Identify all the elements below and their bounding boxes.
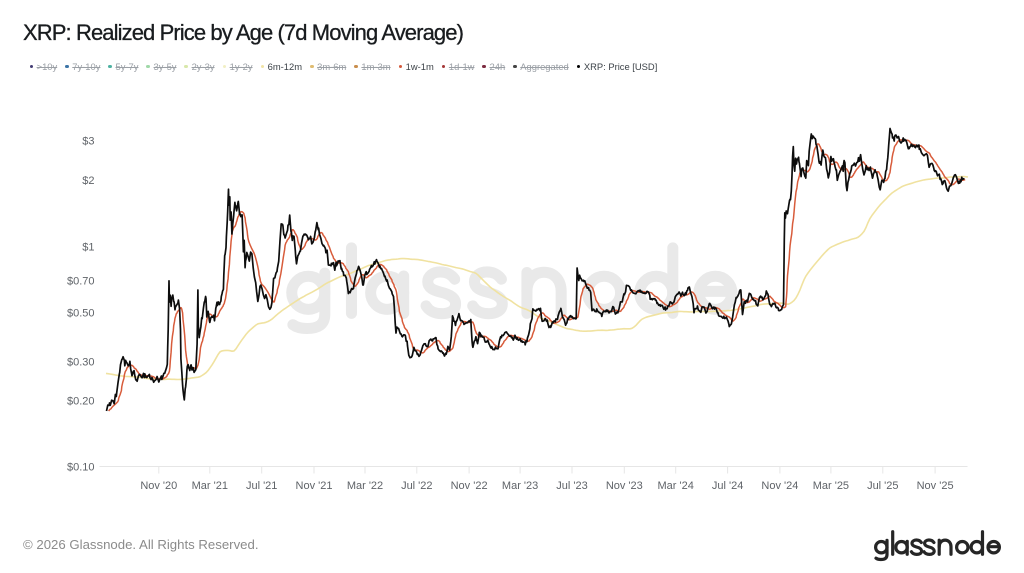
svg-text:Jul '25: Jul '25	[867, 480, 898, 492]
svg-text:$0.20: $0.20	[67, 396, 95, 408]
svg-text:$0.30: $0.30	[67, 357, 95, 369]
svg-text:Nov '25: Nov '25	[917, 480, 954, 492]
svg-text:Mar '22: Mar '22	[347, 480, 383, 492]
svg-text:Nov '24: Nov '24	[761, 480, 798, 492]
svg-text:Jul '24: Jul '24	[712, 480, 743, 492]
svg-text:Nov '21: Nov '21	[296, 480, 333, 492]
svg-text:Jul '23: Jul '23	[556, 480, 587, 492]
svg-text:Mar '24: Mar '24	[658, 480, 694, 492]
svg-text:Mar '25: Mar '25	[813, 480, 849, 492]
svg-text:$3: $3	[82, 136, 94, 148]
svg-text:$1: $1	[82, 242, 94, 254]
svg-text:$0.70: $0.70	[67, 276, 95, 288]
svg-text:Jul '22: Jul '22	[401, 480, 432, 492]
svg-text:Jul '21: Jul '21	[246, 480, 277, 492]
svg-text:Nov '22: Nov '22	[451, 480, 488, 492]
svg-text:Nov '23: Nov '23	[606, 480, 643, 492]
svg-text:$0.50: $0.50	[67, 308, 95, 320]
svg-text:Mar '23: Mar '23	[502, 480, 538, 492]
svg-text:Nov '20: Nov '20	[140, 480, 177, 492]
svg-text:$2: $2	[82, 175, 94, 187]
svg-text:$0.10: $0.10	[67, 462, 95, 474]
svg-text:Mar '21: Mar '21	[192, 480, 228, 492]
